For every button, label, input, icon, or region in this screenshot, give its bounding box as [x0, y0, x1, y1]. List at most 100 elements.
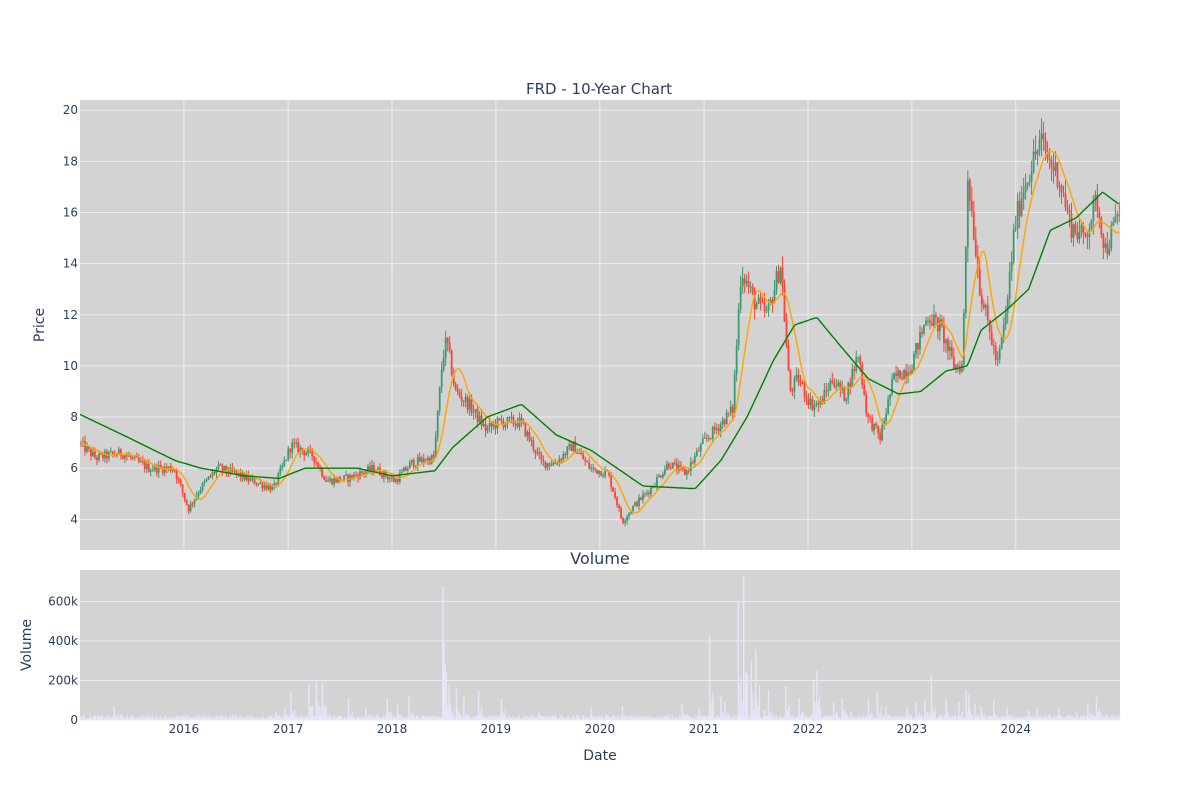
volume-bar: [721, 712, 723, 720]
candle-body: [935, 314, 937, 318]
volume-bar: [241, 718, 243, 720]
candle-body: [1010, 261, 1013, 272]
volume-bar: [688, 716, 690, 720]
volume-bar: [261, 716, 263, 720]
volume-bar: [145, 717, 147, 720]
volume-bar: [680, 718, 682, 720]
volume-bar: [341, 716, 343, 720]
volume-bar: [973, 717, 975, 720]
volume-bar: [179, 718, 181, 720]
candle-body: [1078, 232, 1081, 240]
volume-bar: [497, 716, 499, 720]
candle-body: [833, 382, 836, 388]
candle-body: [506, 417, 509, 424]
candle-body: [745, 281, 748, 284]
volume-bar: [919, 713, 921, 720]
candle-body: [817, 403, 820, 405]
volume-bar: [80, 719, 82, 720]
candle-body: [933, 314, 935, 326]
volume-bar: [282, 715, 284, 720]
volume-bar: [390, 717, 392, 720]
volume-bar: [1091, 712, 1093, 720]
volume-bar: [568, 716, 570, 720]
volume-bar: [520, 718, 522, 720]
candle-body: [381, 475, 383, 478]
candle-body: [1036, 150, 1039, 155]
volume-bar: [255, 718, 257, 720]
candle-body: [109, 451, 112, 453]
volume-bar: [548, 718, 550, 720]
candle-body: [1118, 214, 1121, 216]
volume-bar: [782, 718, 784, 720]
candle-body: [1050, 160, 1053, 168]
volume-bar: [214, 718, 216, 720]
candle-body: [771, 299, 774, 304]
volume-bar: [987, 718, 989, 720]
volume-bar: [957, 716, 959, 720]
candle-body: [255, 483, 258, 485]
volume-bar: [586, 718, 588, 720]
volume-bar: [994, 714, 996, 720]
candle-body: [644, 493, 646, 495]
candle-body: [494, 423, 497, 429]
volume-bar: [697, 716, 699, 720]
candle-body: [1046, 151, 1049, 159]
candle-body: [1016, 200, 1019, 229]
volume-bar: [291, 709, 293, 720]
volume-bar: [732, 715, 734, 720]
volume-bar: [313, 716, 315, 720]
candle-body: [954, 365, 957, 369]
volume-bar: [662, 716, 664, 720]
volume-bar: [495, 715, 497, 720]
candle-body: [992, 345, 995, 347]
volume-bar: [326, 715, 328, 720]
candle-body: [371, 465, 373, 471]
volume-bar: [865, 715, 867, 720]
candle-body: [719, 424, 722, 432]
volume-bar: [324, 705, 326, 720]
volume-bar: [127, 718, 129, 720]
volume-bar: [224, 718, 226, 720]
volume-bar: [510, 718, 512, 720]
candle-body: [1086, 236, 1089, 238]
volume-bar: [977, 715, 979, 720]
volume-bar: [264, 719, 266, 720]
volume-bar: [406, 716, 408, 720]
volume-bar: [601, 714, 603, 720]
volume-bar: [844, 709, 846, 720]
candle-body: [211, 472, 214, 477]
volume-bar: [471, 718, 473, 720]
candle-body: [540, 454, 543, 460]
volume-bar: [260, 717, 262, 720]
volume-bar: [261, 719, 263, 720]
volume-bar: [89, 715, 91, 720]
volume-bar: [368, 718, 370, 720]
candle-body: [777, 271, 780, 283]
volume-bar: [825, 717, 827, 720]
volume-bar: [899, 717, 901, 720]
candle-body: [406, 468, 409, 471]
candle-body: [799, 382, 802, 384]
candle-body: [945, 339, 947, 344]
volume-bar: [551, 716, 553, 720]
volume-bar: [126, 715, 128, 720]
candle-body: [713, 426, 716, 430]
candle-body: [315, 462, 318, 464]
volume-bar: [557, 719, 559, 720]
volume-bar: [964, 717, 966, 720]
volume-bar: [293, 718, 295, 720]
candle-body: [528, 431, 531, 441]
volume-bar: [686, 715, 688, 720]
volume-bar: [97, 715, 99, 720]
volume-bar: [788, 706, 790, 720]
volume-bar: [417, 715, 419, 720]
candle-body: [939, 319, 941, 332]
volume-bar: [290, 692, 292, 720]
candle-body: [492, 423, 495, 427]
volume-bar: [115, 714, 117, 720]
volume-bar: [560, 715, 562, 720]
volume-bar: [377, 715, 379, 720]
volume-bar: [933, 711, 935, 720]
volume-bar: [460, 715, 462, 720]
candle-body: [1024, 185, 1027, 193]
